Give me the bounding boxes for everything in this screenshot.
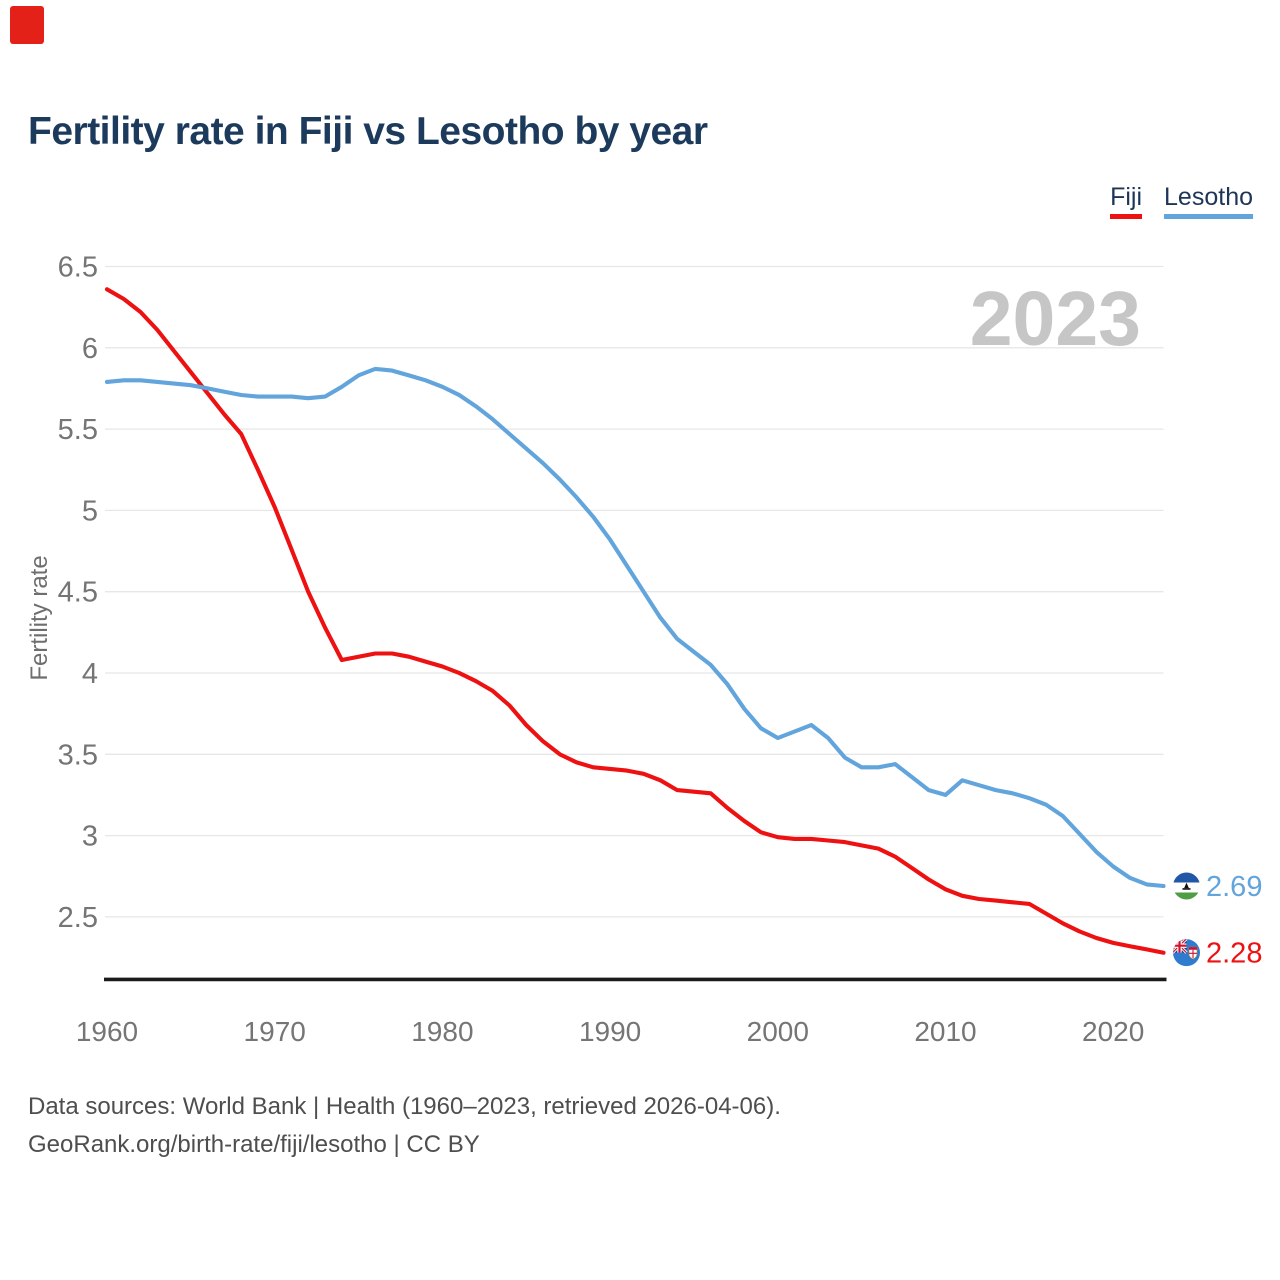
y-tick-label: 4.5 bbox=[58, 577, 98, 609]
x-tick-label: 2000 bbox=[747, 1016, 809, 1047]
y-axis-title: Fertility rate bbox=[26, 555, 53, 680]
footer-attribution: GeoRank.org/birth-rate/fiji/lesotho | CC… bbox=[28, 1131, 480, 1158]
brand-logo[interactable] bbox=[10, 6, 44, 44]
fiji-flag-icon bbox=[1173, 939, 1200, 967]
y-tick-label: 3 bbox=[82, 821, 98, 853]
end-value-lesotho: 2.69 bbox=[1206, 871, 1262, 903]
x-axis-tick-labels: 1960 1970 1980 1990 2000 2010 2020 bbox=[76, 1016, 1144, 1047]
legend-item-fiji[interactable]: Fiji bbox=[1110, 183, 1143, 219]
lesotho-flag-icon bbox=[1173, 872, 1200, 900]
y-tick-label: 6.5 bbox=[58, 252, 98, 284]
x-tick-label: 1990 bbox=[579, 1016, 641, 1047]
y-tick-label: 2.5 bbox=[58, 902, 98, 934]
y-tick-label: 5 bbox=[82, 495, 98, 527]
watermark-year: 2023 bbox=[970, 276, 1141, 362]
series-lines bbox=[104, 287, 1166, 955]
page-title: Fertility rate in Fiji vs Lesotho by yea… bbox=[28, 110, 708, 153]
line-fiji bbox=[104, 287, 1166, 955]
x-tick-label: 1960 bbox=[76, 1016, 138, 1047]
legend-item-lesotho[interactable]: Lesotho bbox=[1164, 184, 1253, 219]
line-lesotho bbox=[104, 366, 1166, 889]
footer: Data sources: World Bank | Health (1960–… bbox=[28, 1088, 781, 1164]
x-tick-label: 1970 bbox=[244, 1016, 306, 1047]
footer-sources: Data sources: World Bank | Health (1960–… bbox=[28, 1093, 781, 1120]
legend-label-lesotho: Lesotho bbox=[1164, 183, 1253, 211]
y-tick-label: 4 bbox=[82, 658, 98, 690]
y-axis-tick-labels: 2.5 3 3.5 4 4.5 5 5.5 6 6.5 bbox=[58, 252, 98, 934]
x-tick-label: 2010 bbox=[914, 1016, 976, 1047]
legend-label-fiji: Fiji bbox=[1110, 183, 1143, 211]
legend-underline-lesotho bbox=[1164, 214, 1253, 219]
y-tick-label: 5.5 bbox=[58, 414, 98, 446]
series-end-labels: 2.28 2.69 bbox=[1173, 871, 1262, 970]
legend-underline-fiji bbox=[1110, 214, 1143, 219]
x-tick-label: 2020 bbox=[1082, 1016, 1144, 1047]
chart-legend: Fiji Lesotho bbox=[1110, 184, 1253, 219]
x-tick-label: 1980 bbox=[411, 1016, 473, 1047]
y-tick-label: 6 bbox=[82, 333, 98, 365]
gridlines bbox=[105, 265, 1164, 918]
y-tick-label: 3.5 bbox=[58, 739, 98, 771]
end-value-fiji: 2.28 bbox=[1206, 938, 1262, 970]
